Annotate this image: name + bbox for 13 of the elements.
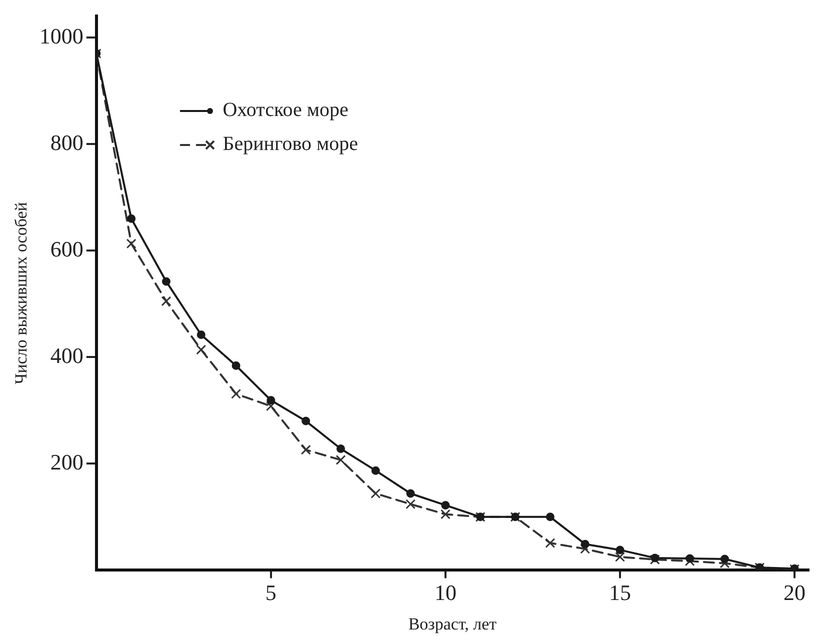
legend-label: Охотское море (222, 99, 348, 122)
y-tick-label: 1000 (39, 23, 84, 48)
x-tick-label: 15 (609, 580, 632, 606)
legend-label: Берингово море (222, 133, 358, 156)
y-axis-title: Число выживших особей (12, 202, 31, 384)
y-tick-label: 800 (50, 130, 84, 155)
x-tick-label: 5 (265, 580, 276, 606)
x-tick-label: 10 (434, 580, 456, 606)
y-tick-label: 200 (50, 449, 84, 474)
y-tick-label: 600 (50, 236, 84, 262)
x-axis-title: Возраст, лет (408, 614, 498, 634)
x-tick-label: 20 (784, 580, 806, 606)
y-tick-label: 400 (50, 342, 84, 368)
